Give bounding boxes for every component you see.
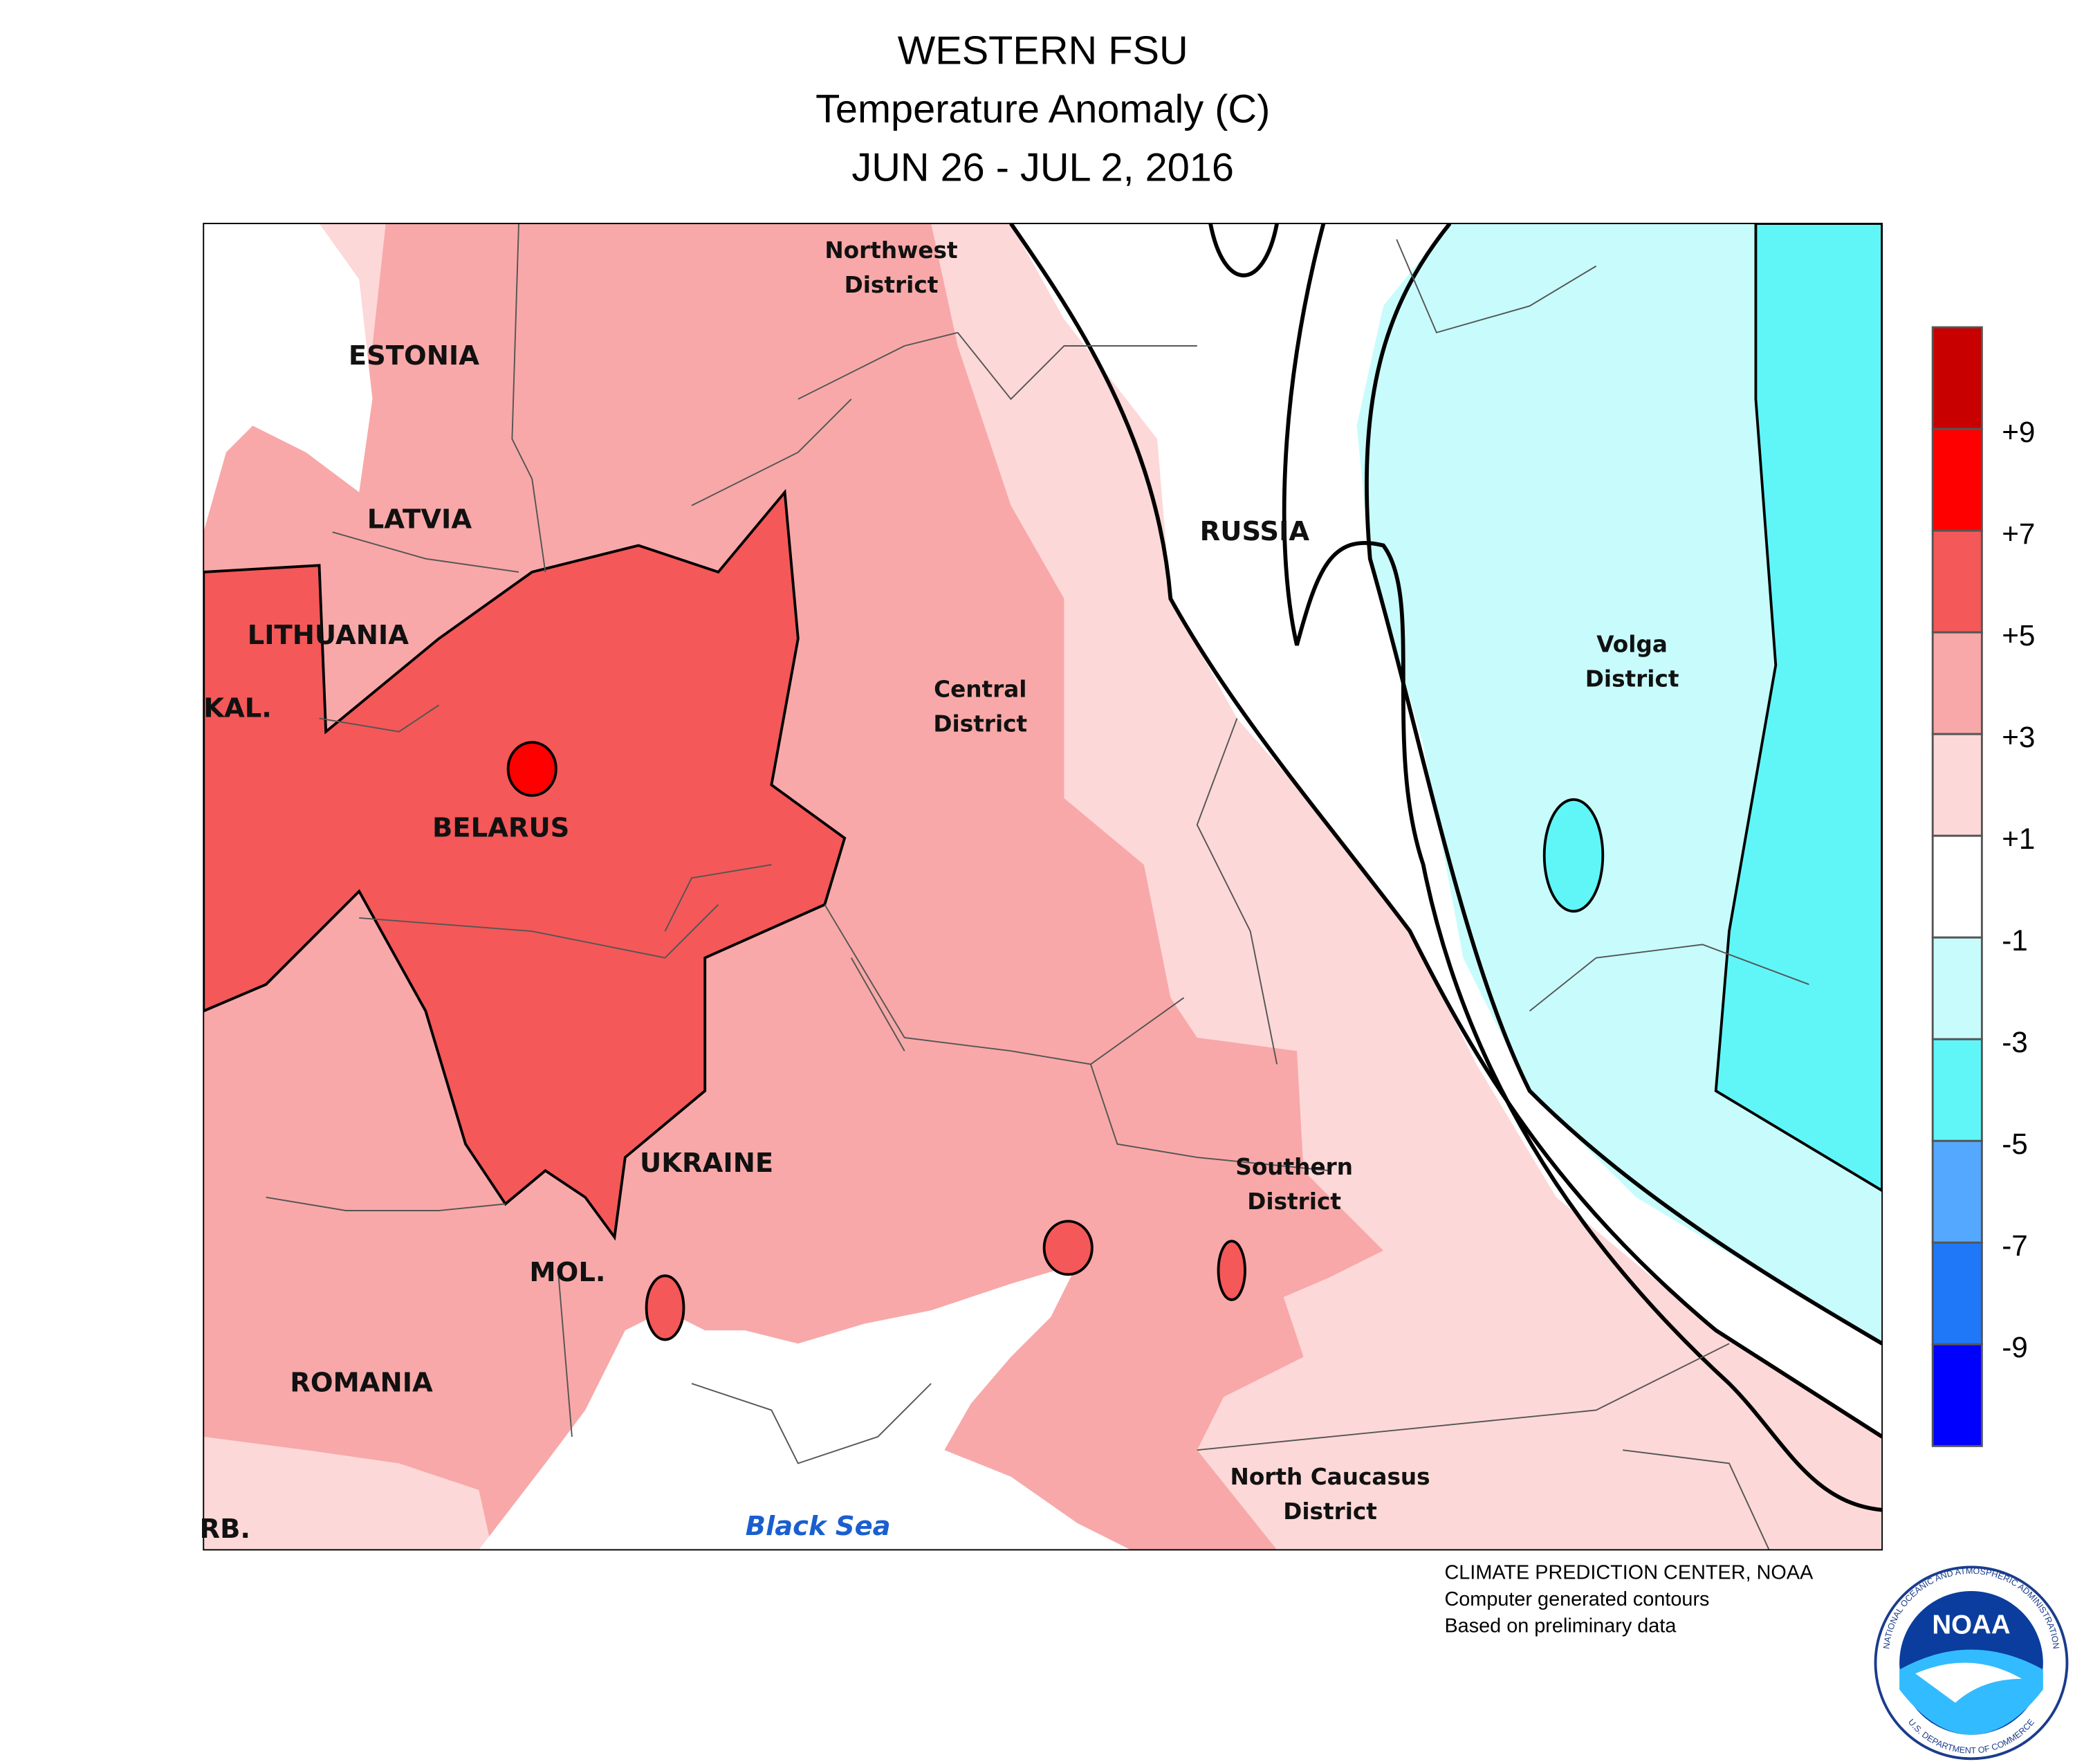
sea (479, 1263, 1131, 1550)
contour (1208, 223, 1279, 277)
legend-label: -1 (2002, 924, 2028, 957)
anomaly-5-7 (645, 1274, 685, 1341)
credit: CLIMATE PREDICTION CENTER, NOAA (1444, 1562, 1814, 1584)
anomaly-minus3-5 (1542, 798, 1605, 913)
legend-swatch (1931, 529, 1983, 634)
subtitle: Temperature Anomaly (C) (815, 87, 1270, 131)
country-label: LATVIA (367, 504, 472, 535)
contour (1009, 223, 1883, 1439)
legend-swatch (1931, 733, 1983, 837)
legend: +9 +7 +5 +3 +1 -1 -3 -5 -7 -9 (1931, 326, 2035, 1447)
legend-label: +7 (2002, 517, 2035, 550)
legend-label: +5 (2002, 619, 2035, 652)
anomaly-5-7 (203, 488, 847, 1241)
contour (1282, 223, 1883, 1512)
district-labels: Northwest District Central District Volga Dis… (824, 237, 1679, 1525)
district-label: North Caucasus (1230, 1464, 1430, 1490)
anomaly-minus3-5 (1714, 223, 1883, 1193)
country-label: LITHUANIA (248, 620, 409, 651)
anomaly-5-7 (1042, 1220, 1094, 1276)
legend-label: +3 (2002, 721, 2035, 753)
legend-swatch (1931, 1139, 1983, 1244)
sea-label: Black Sea (746, 1511, 891, 1542)
district-label: District (845, 272, 939, 298)
legend-swatch (1931, 1241, 1983, 1345)
credit: Based on preliminary data (1444, 1615, 1677, 1637)
legend-swatch (1931, 936, 1983, 1040)
country-label: BELARUS (432, 813, 569, 844)
district-label: District (933, 711, 1027, 737)
legend-swatch (1931, 1038, 1983, 1142)
anomaly-7-9 (506, 741, 557, 797)
district-label: District (1585, 665, 1679, 692)
anomaly-5-7 (1217, 1240, 1246, 1301)
country-label: KAL. (203, 693, 272, 724)
map (203, 223, 1883, 1550)
logo-bird (1915, 1662, 2022, 1703)
country-label: UKRAINE (640, 1148, 773, 1179)
legend-label: -3 (2002, 1026, 2028, 1058)
country-label: RB. (199, 1514, 250, 1545)
legend-swatch (1931, 326, 1983, 430)
title: WESTERN FSU (898, 28, 1188, 73)
country-label: ESTONIA (349, 340, 479, 371)
legend-swatch (1931, 631, 1983, 735)
district-label: District (1283, 1498, 1377, 1525)
border (266, 223, 1809, 1550)
legend-label: -7 (2002, 1229, 2028, 1262)
district-label: Southern (1235, 1154, 1353, 1180)
legend-label: -9 (2002, 1331, 2028, 1363)
country-label: MOL. (529, 1257, 605, 1288)
country-label: ROMANIA (290, 1368, 433, 1399)
map-frame (203, 223, 1883, 1551)
district-label: Volga (1596, 631, 1668, 657)
district-label: Central (934, 677, 1026, 703)
legend-swatch (1931, 834, 1983, 939)
legend-label: -5 (2002, 1128, 2028, 1160)
contour (1365, 223, 1883, 1345)
district-label: District (1247, 1188, 1341, 1215)
noaa-logo: NOAA NATIONAL OCEANIC AND ATMOSPHERIC AD… (1874, 1565, 2069, 1761)
district-label: Northwest (824, 237, 957, 264)
logo-text: NOAA (1932, 1610, 2010, 1640)
country-label: RUSSIA (1200, 516, 1310, 547)
credit: Computer generated contours (1444, 1588, 1709, 1610)
anomaly-1-3 (203, 1436, 492, 1550)
legend-label: +9 (2002, 416, 2035, 448)
legend-swatch (1931, 1343, 1983, 1447)
period: JUN 26 - JUL 2, 2016 (851, 146, 1234, 190)
legend-swatch (1931, 428, 1983, 532)
sea (203, 223, 373, 533)
legend-label: +1 (2002, 823, 2035, 855)
